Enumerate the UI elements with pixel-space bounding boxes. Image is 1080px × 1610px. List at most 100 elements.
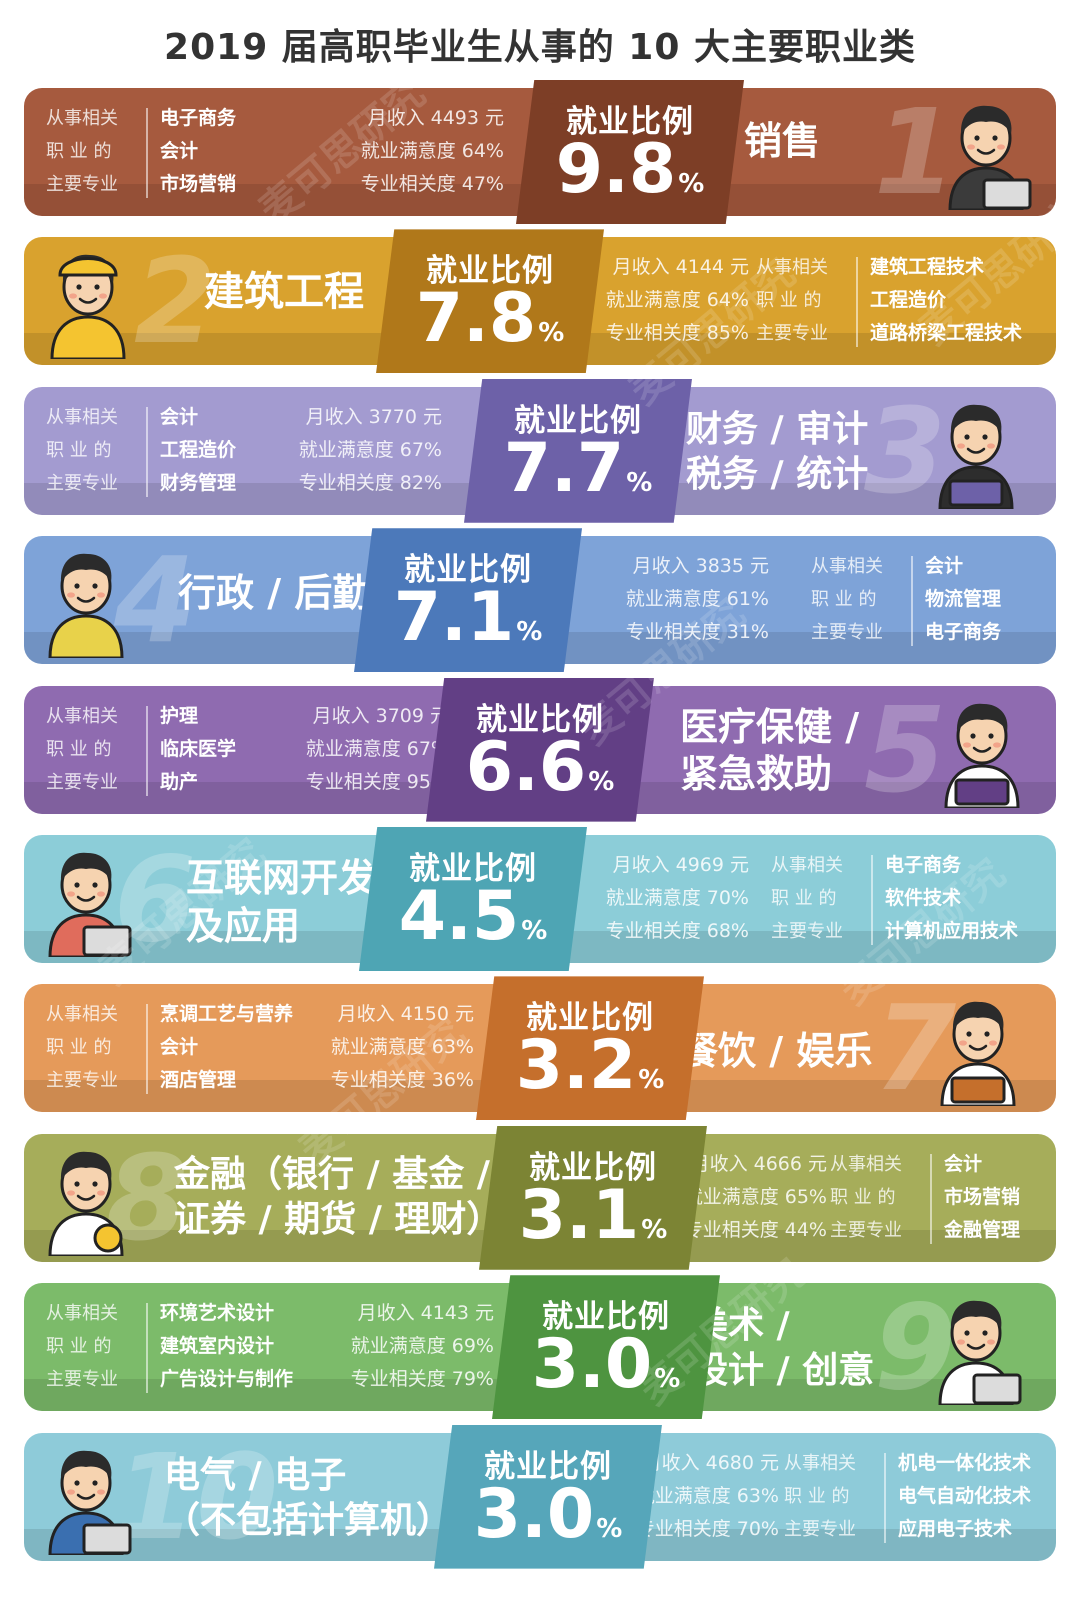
related-label: 主要专业 bbox=[46, 1369, 118, 1391]
related-majors: 从事相关职 业 的主要专业 烹调工艺与营养 会计 酒店管理 bbox=[46, 998, 336, 1098]
row-stats: 月收入 3709 元就业满意度 67% 专业相关度 95% bbox=[269, 700, 449, 799]
major-item: 电子商务 bbox=[885, 854, 962, 876]
major-relevance: 专业相关度 95% bbox=[305, 770, 449, 793]
major-item: 应用电子技术 bbox=[898, 1517, 1013, 1540]
major-item: 会计 bbox=[944, 1152, 983, 1175]
major-relevance: 专业相关度 82% bbox=[298, 471, 442, 494]
occupation-row: 1 就业比例 9.8% 月收入 4493 元就业满意度 64% 专业相关度 47% 从事相… bbox=[24, 80, 1056, 224]
percent-sign: % bbox=[678, 169, 705, 199]
occupation-row: 7 就业比例 3.2% 月收入 4150 元就业满意度 63% 专业相关度 36% 从事相… bbox=[24, 976, 1056, 1121]
percent-sign: % bbox=[538, 318, 565, 349]
major-relevance: 专业相关度 70% bbox=[635, 1517, 779, 1540]
ratio-badge: 就业比例 3.2% bbox=[476, 976, 704, 1121]
row-stats: 月收入 4144 元就业满意度 64% 专业相关度 85% bbox=[569, 251, 749, 350]
monthly-income: 月收入 3770 元 bbox=[305, 405, 442, 428]
rank-number: 10 bbox=[114, 1427, 279, 1566]
ratio-badge: 就业比例 3.1% bbox=[479, 1125, 707, 1270]
related-majors: 从事相关职 业 的主要专业 机电一体化技术 电气自动化技术 应用电子技术 bbox=[784, 1447, 1074, 1547]
major-list: 机电一体化技术 电气自动化技术 应用电子技术 bbox=[898, 1447, 1058, 1546]
major-item: 会计 bbox=[160, 405, 199, 428]
major-list: 电子商务 软件技术 计算机应用技术 bbox=[885, 849, 1045, 948]
row-stats: 月收入 4143 元就业满意度 69% 专业相关度 79% bbox=[314, 1297, 494, 1396]
major-item: 电子商务 bbox=[925, 621, 1002, 644]
satisfaction-rate: 就业满意度 61% bbox=[625, 588, 769, 611]
ratio-number: 7.7 bbox=[503, 428, 625, 508]
occupation-title-line: 税务 / 统计 bbox=[686, 453, 869, 495]
divider bbox=[884, 1452, 886, 1543]
major-item: 助产 bbox=[160, 770, 199, 793]
occupation-row: 4 就业比例 7.1% 月收入 3835 元就业满意度 61% 专业相关度 31% 从事相… bbox=[24, 528, 1056, 673]
related-label: 从事相关 bbox=[46, 705, 118, 727]
percent-sign: % bbox=[638, 1065, 665, 1096]
major-list: 建筑工程技术 工程造价 道路桥梁工程技术 bbox=[870, 251, 1030, 350]
ratio-badge: 就业比例 3.0% bbox=[434, 1424, 662, 1569]
ratio-value: 7.1% bbox=[354, 582, 582, 668]
percent-sign: % bbox=[626, 467, 653, 498]
satisfaction-rate: 就业满意度 67% bbox=[305, 737, 449, 760]
occupation-title-line: 及应用 bbox=[186, 903, 301, 948]
ratio-value: 4.5% bbox=[359, 881, 587, 967]
major-item: 烹调工艺与营养 bbox=[160, 1003, 294, 1026]
major-relevance: 专业相关度 85% bbox=[605, 322, 749, 345]
occupation-title: 互联网开发 及应用 bbox=[186, 855, 376, 950]
occupation-title-line: （不包括计算机） bbox=[164, 1499, 453, 1541]
related-label: 主要专业 bbox=[46, 771, 118, 793]
divider bbox=[911, 556, 913, 647]
occupation-title-line: 销售 bbox=[744, 119, 821, 163]
satisfaction-rate: 就业满意度 70% bbox=[605, 887, 749, 909]
related-majors: 从事相关职 业 的主要专业 护理 临床医学 助产 bbox=[46, 700, 336, 800]
major-item: 市场营销 bbox=[160, 173, 237, 195]
related-majors: 从事相关职 业 的主要专业 环境艺术设计 建筑室内设计 广告设计与制作 bbox=[46, 1297, 336, 1397]
occupation-title-line: 证券 / 期货 / 理财） bbox=[174, 1198, 503, 1240]
row-stats: 月收入 4666 元就业满意度 65% 专业相关度 44% bbox=[647, 1148, 827, 1247]
ratio-number: 7.8 bbox=[415, 279, 537, 359]
related-labels: 从事相关职 业 的主要专业 bbox=[771, 849, 861, 948]
occupation-title-line: 财务 / 审计 bbox=[686, 408, 869, 450]
related-label: 职 业 的 bbox=[756, 290, 822, 312]
ratio-label: 就业比例 bbox=[484, 1448, 612, 1485]
major-item: 电子商务 bbox=[160, 107, 237, 129]
related-label: 从事相关 bbox=[46, 108, 118, 129]
related-label: 从事相关 bbox=[771, 855, 843, 876]
related-majors: 从事相关职 业 的主要专业 电子商务 会计 市场营销 bbox=[46, 102, 336, 202]
occupation-row: 3 就业比例 7.7% 月收入 3770 元就业满意度 67% 专业相关度 82% 从事相… bbox=[24, 378, 1056, 523]
related-label: 职 业 的 bbox=[46, 738, 112, 760]
row-stats: 月收入 3835 元就业满意度 61% 专业相关度 31% bbox=[589, 550, 769, 649]
occupation-row: 6 就业比例 4.5% 月收入 4969 元就业满意度 70% 专业相关度 68% 从事相… bbox=[24, 827, 1056, 971]
related-label: 职 业 的 bbox=[830, 1186, 896, 1208]
percent-sign: % bbox=[596, 1513, 623, 1544]
related-label: 从事相关 bbox=[46, 1004, 118, 1026]
ratio-label: 就业比例 bbox=[526, 1000, 654, 1037]
related-majors: 从事相关职 业 的主要专业 建筑工程技术 工程造价 道路桥梁工程技术 bbox=[756, 251, 1046, 351]
major-item: 会计 bbox=[925, 555, 964, 578]
occupation-row: 8 就业比例 3.1% 月收入 4666 元就业满意度 65% 专业相关度 44% 从事相… bbox=[24, 1125, 1056, 1270]
major-item: 会计 bbox=[160, 140, 199, 162]
rank-number: 4 bbox=[114, 531, 197, 670]
satisfaction-rate: 就业满意度 69% bbox=[350, 1335, 494, 1358]
major-item: 工程造价 bbox=[870, 289, 947, 312]
major-list: 烹调工艺与营养 会计 酒店管理 bbox=[160, 998, 320, 1097]
related-label: 职 业 的 bbox=[46, 141, 112, 162]
divider bbox=[146, 1004, 148, 1095]
percent-sign: % bbox=[641, 1214, 668, 1245]
major-item: 市场营销 bbox=[944, 1185, 1021, 1208]
divider bbox=[146, 705, 148, 796]
rank-number: 1 bbox=[874, 83, 957, 221]
row-stats: 月收入 4969 元就业满意度 70% 专业相关度 68% bbox=[569, 849, 749, 948]
occupation-title-line: 紧急救助 bbox=[680, 752, 833, 797]
percent-sign: % bbox=[521, 916, 548, 946]
ratio-value: 3.2% bbox=[476, 1030, 704, 1116]
divider bbox=[146, 108, 148, 198]
divider bbox=[146, 406, 148, 497]
related-majors: 从事相关职 业 的主要专业 会计 市场营销 金融管理 bbox=[830, 1148, 1080, 1248]
major-item: 计算机应用技术 bbox=[885, 920, 1019, 942]
occupation-title: 财务 / 审计 税务 / 统计 bbox=[686, 407, 868, 497]
page-title: 2019 届高职毕业生从事的 10 大主要职业类 bbox=[164, 27, 916, 68]
ratio-value: 3.0% bbox=[434, 1478, 662, 1565]
occupation-title: 行政 / 后勤 bbox=[178, 570, 370, 618]
rank-number: 2 bbox=[134, 232, 217, 371]
major-item: 财务管理 bbox=[160, 471, 237, 494]
related-label: 职 业 的 bbox=[811, 589, 877, 611]
major-item: 建筑工程技术 bbox=[870, 256, 985, 279]
percent-sign: % bbox=[588, 766, 615, 797]
